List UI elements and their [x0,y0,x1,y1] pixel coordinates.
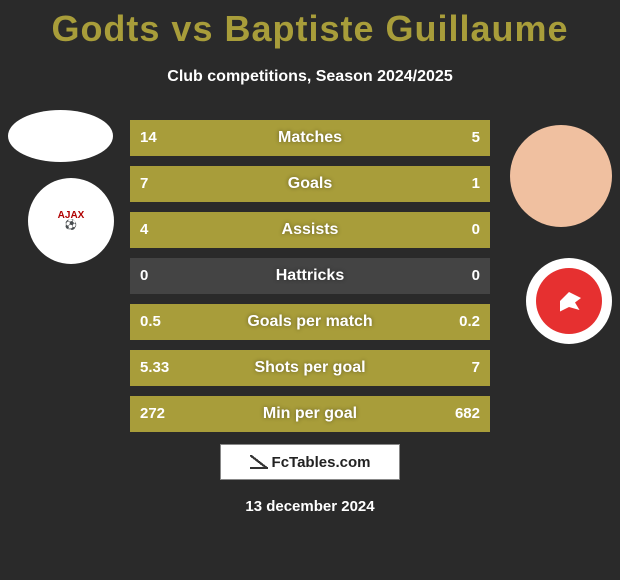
stat-label: Min per goal [130,396,490,432]
stat-label: Hattricks [130,258,490,294]
ajax-logo-icon: AJAX⚽ [58,211,85,231]
subtitle: Club competitions, Season 2024/2025 [0,68,620,86]
chart-icon [250,455,268,469]
date-line: 13 december 2024 [0,498,620,515]
club-right-badge [526,258,612,344]
stat-row: 00Hattricks [130,258,490,294]
club-left-badge: AJAX⚽ [28,178,114,264]
stat-label: Goals [130,166,490,202]
player-left-avatar [8,110,113,162]
stat-label: Shots per goal [130,350,490,386]
source-label: FcTables.com [272,454,371,471]
stat-row: 40Assists [130,212,490,248]
stat-row: 5.337Shots per goal [130,350,490,386]
source-badge[interactable]: FcTables.com [220,444,400,480]
stat-row: 145Matches [130,120,490,156]
stat-label: Matches [130,120,490,156]
player-right-avatar [510,125,612,227]
almere-logo-icon [536,268,602,334]
stat-row: 272682Min per goal [130,396,490,432]
stat-row: 71Goals [130,166,490,202]
stat-label: Goals per match [130,304,490,340]
stat-label: Assists [130,212,490,248]
comparison-chart: 145Matches 71Goals 40Assists 00Hattricks 0.5… [130,120,490,442]
page-title: Godts vs Baptiste Guillaume [0,0,620,50]
stat-row: 0.50.2Goals per match [130,304,490,340]
